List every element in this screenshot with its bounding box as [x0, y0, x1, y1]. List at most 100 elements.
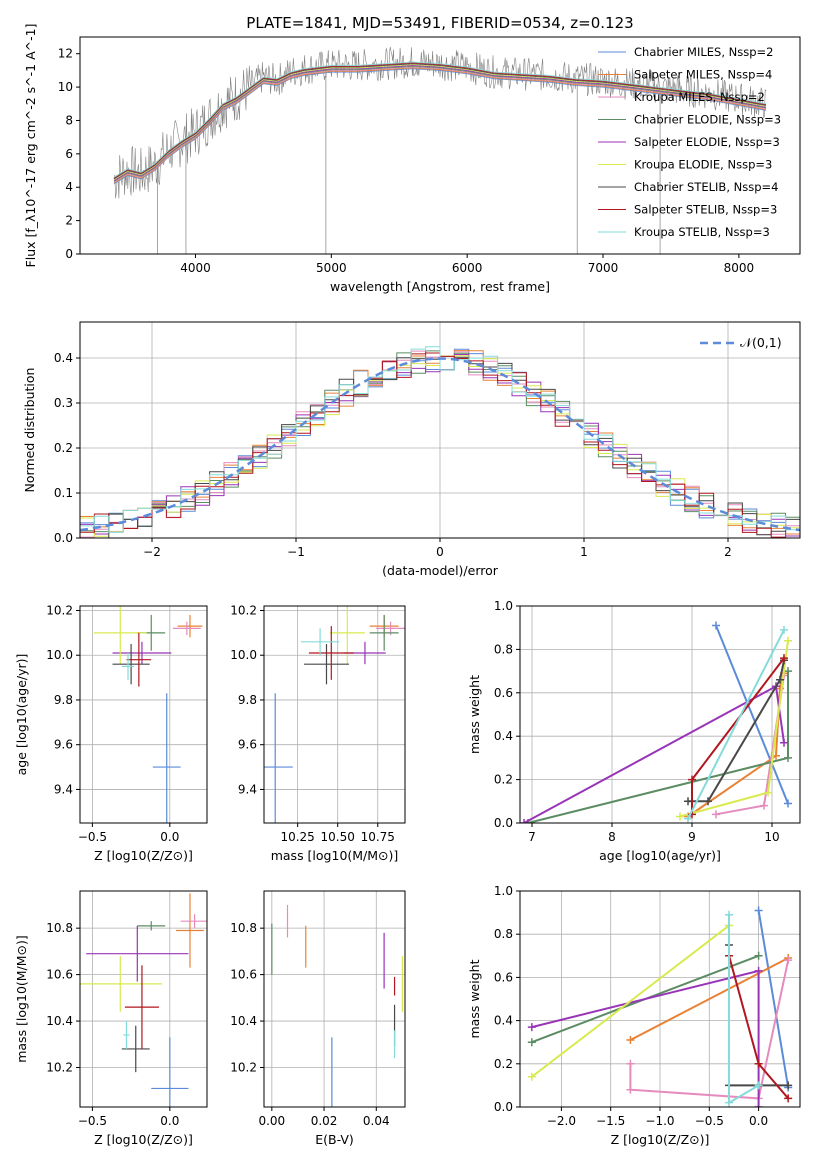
legend-label: Kroupa MILES, Nssp=2: [634, 90, 765, 104]
spectrum-xtick-label: 8000: [724, 261, 755, 275]
age-vs-Z-plot-area: [93, 606, 203, 823]
mass-weight-marker: [754, 966, 763, 975]
mass-weight-marker: [626, 1036, 635, 1045]
mass-weight-marker: [780, 654, 788, 663]
mass-vs-ebv-xlabel: E(B-V): [315, 1132, 354, 1147]
weight-vs-Z-panel: [516, 890, 801, 1111]
legend-label: Salpeter STELIB, Nssp=3: [634, 203, 777, 217]
spectrum-xtick-label: 7000: [588, 261, 619, 275]
mass-weight-line: [757, 910, 790, 1088]
age-vs-mass-ytick-label: 9.4: [238, 782, 257, 796]
residuals-plot-area: [80, 346, 800, 538]
weight-vs-age-panel: [516, 605, 801, 827]
spectrum-ytick-label: 10: [58, 80, 73, 94]
residuals-xtick-label: 2: [724, 545, 732, 559]
age-vs-Z-panel: [76, 605, 208, 827]
mass-weight-marker: [725, 1098, 734, 1107]
weight-vs-age-xtick-label: 10: [764, 830, 779, 844]
mass-weight-marker: [704, 797, 712, 806]
mass-weight-marker: [527, 1023, 536, 1032]
mass-weight-marker: [754, 1103, 763, 1107]
mass-vs-Z-xlabel: Z [log10(Z/Z⊙)]: [94, 1132, 193, 1147]
spectrum-xtick-label: 5000: [316, 261, 347, 275]
legend-label: Chabrier STELIB, Nssp=4: [634, 180, 778, 194]
mass-weight-line: [687, 673, 785, 818]
spectrum-xtick-label: 4000: [180, 261, 211, 275]
age-vs-Z-frame: [79, 605, 208, 824]
mass-vs-Z-ytick-label: 10.2: [46, 1061, 73, 1075]
mass-weight-marker: [784, 956, 793, 965]
model-spectrum-line: [113, 63, 767, 181]
residual-histogram-step: [80, 346, 800, 533]
age-vs-Z-ytick-label: 9.6: [54, 738, 73, 752]
mass-weight-marker: [784, 753, 792, 762]
legend-label: Salpeter MILES, Nssp=4: [634, 68, 772, 82]
model-spectrum-line: [113, 64, 767, 182]
weight-vs-age-ytick-label: 0.6: [494, 686, 513, 700]
spectrum-ytick-label: 4: [65, 180, 73, 194]
residuals-ytick-label: 0.1: [54, 486, 73, 500]
mass-vs-ebv-xtick-label: 0.02: [311, 1114, 338, 1128]
residuals-xtick-label: 1: [580, 545, 588, 559]
age-vs-mass-xtick-label: 10.25: [280, 830, 314, 844]
spectrum-xtick-label: 6000: [452, 261, 483, 275]
mass-weight-line: [531, 924, 730, 1078]
mass-vs-Z-xtick-label: 0.0: [160, 1114, 179, 1128]
mass-weight-marker: [527, 1038, 536, 1047]
weight-vs-Z-ytick-label: 0.8: [494, 927, 513, 941]
weight-vs-Z-ytick-label: 0.2: [494, 1057, 513, 1071]
mass-weight-marker: [784, 667, 792, 676]
mass-weight-marker: [520, 819, 528, 823]
model-spectrum-line: [113, 66, 767, 183]
mass-weight-line: [715, 625, 789, 804]
mass-vs-ebv-ytick-label: 10.6: [230, 968, 257, 982]
mass-weight-marker: [754, 1081, 763, 1090]
mass-weight-marker: [754, 906, 763, 915]
weight-vs-age-ytick-label: 0.8: [494, 642, 513, 656]
mass-weight-marker: [527, 1072, 536, 1081]
legend-label: 𝒩(0,1): [740, 335, 782, 350]
mass-weight-marker: [754, 1059, 763, 1068]
spectrum-panel: [76, 36, 801, 258]
weight-vs-age-xtick-label: 7: [528, 830, 536, 844]
mass-weight-marker: [684, 814, 692, 823]
residuals-xlabel: (data-model)/error: [382, 563, 499, 578]
mass-vs-ebv-xtick-label: 0.00: [258, 1114, 285, 1128]
residuals-xtick-label: −2: [143, 545, 161, 559]
weight-vs-age-ytick-label: 1.0: [494, 599, 513, 613]
age-vs-Z-ylabel: age [log10(age/yr)]: [14, 654, 29, 776]
age-vs-mass-ytick-label: 9.8: [238, 693, 257, 707]
age-vs-Z-ytick-label: 10.2: [46, 603, 73, 617]
weight-vs-age-xtick-label: 9: [688, 830, 696, 844]
mass-weight-marker: [626, 1085, 635, 1094]
spectrum-ytick-label: 6: [65, 147, 73, 161]
residual-histogram-step: [80, 354, 800, 537]
normal-distribution-curve: [80, 357, 800, 532]
mass-weight-line: [687, 629, 785, 820]
mass-weight-marker: [784, 1094, 793, 1103]
spectrum-xlabel: wavelength [Angstrom, rest frame]: [330, 279, 550, 294]
weight-vs-Z-xtick-label: −1.0: [645, 1114, 674, 1128]
mass-vs-ebv-ytick-label: 10.4: [230, 1014, 257, 1028]
weight-vs-age-ytick-label: 0.2: [494, 773, 513, 787]
residuals-ylabel: Normed distribution: [22, 368, 37, 493]
mass-weight-line: [629, 959, 790, 1100]
mass-weight-marker: [725, 910, 734, 919]
mass-weight-marker: [626, 1059, 635, 1068]
mass-vs-ebv-panel: [260, 890, 406, 1111]
age-vs-Z-ytick-label: 10.0: [46, 648, 73, 662]
residuals-panel: [76, 321, 801, 542]
mass-weight-marker: [688, 775, 696, 784]
weight-vs-age-ytick-label: 0.0: [494, 816, 513, 830]
residuals-ytick-label: 0.3: [54, 396, 73, 410]
mass-weight-marker: [780, 738, 788, 747]
mass-vs-ebv-ytick-label: 10.2: [230, 1061, 257, 1075]
figure-title: PLATE=1841, MJD=53491, FIBERID=0534, z=0…: [246, 14, 633, 32]
mass-weight-marker: [712, 810, 720, 819]
age-vs-mass-xlabel: mass [log10(M/M⊙)]: [271, 848, 399, 863]
spectrum-frame: [79, 36, 801, 255]
mass-weight-marker: [712, 621, 720, 630]
legend-label: Salpeter ELODIE, Nssp=3: [634, 135, 780, 149]
model-spectrum-line: [113, 68, 767, 185]
